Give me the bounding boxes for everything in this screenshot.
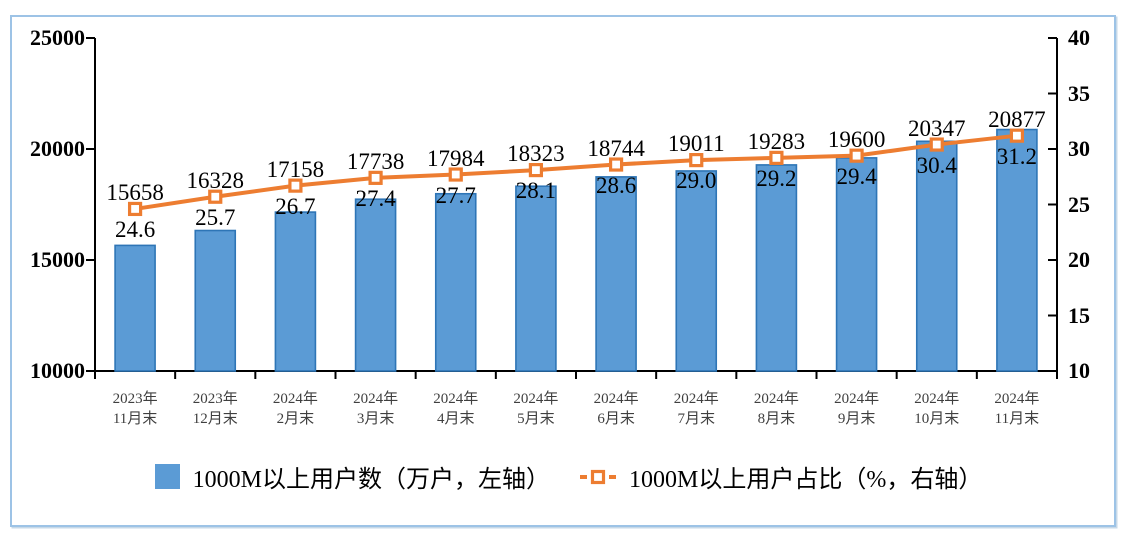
line-marker [368,170,383,185]
bar [434,192,477,372]
legend-item-bar-series: 1000M以上用户数（万户，左轴） [154,459,550,494]
bar [194,229,237,372]
legend-line-marker-swatch [580,469,616,484]
bar [996,128,1038,372]
line-marker [769,150,784,165]
line-marker [528,162,544,178]
bar [114,244,156,372]
legend-bar-swatch [154,464,180,489]
bar [274,211,317,372]
bar [835,157,878,372]
bar [595,176,637,372]
line-marker [127,201,143,217]
line-marker [208,189,223,204]
line-marker [288,178,303,193]
line-marker [608,157,624,172]
bar [755,164,798,372]
bar [354,198,397,372]
line-marker [849,148,864,163]
line-marker [448,167,463,182]
legend-label: 1000M以上用户占比（%，右轴） [629,467,983,493]
line-marker [929,137,944,152]
line-marker [689,153,704,168]
line-marker [1009,128,1025,143]
legend-label: 1000M以上用户数（万户，左轴） [192,467,550,493]
bar [515,185,557,372]
legend: 1000M以上用户数（万户，左轴） 1000M以上用户占比（%，右轴） [0,459,1137,494]
legend-item-line-series: 1000M以上用户占比（%，右轴） [580,459,982,494]
bar [675,170,718,372]
line-series [134,133,1018,211]
bar [915,140,958,372]
